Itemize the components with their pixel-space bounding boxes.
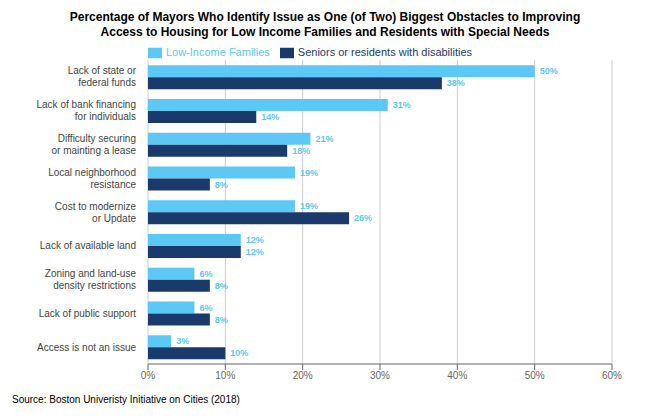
svg-text:10%: 10% xyxy=(230,348,248,358)
svg-text:60%: 60% xyxy=(602,370,622,381)
svg-text:Lack of public support: Lack of public support xyxy=(39,308,137,319)
svg-text:12%: 12% xyxy=(246,247,264,257)
svg-text:Lack of state orfederal funds: Lack of state orfederal funds xyxy=(68,65,137,88)
svg-text:10%: 10% xyxy=(215,370,235,381)
svg-text:30%: 30% xyxy=(370,370,390,381)
html-text:Low-Income Families: Low-Income Families xyxy=(165,46,270,58)
svg-text:50%: 50% xyxy=(540,66,558,76)
svg-text:Difficulty securingor mainting: Difficulty securingor mainting a lease xyxy=(52,133,137,156)
svg-text:Access is not an issue: Access is not an issue xyxy=(37,342,136,353)
svg-text:38%: 38% xyxy=(447,78,465,88)
svg-text:Cost to modernizeor Update: Cost to modernizeor Update xyxy=(55,201,137,224)
svg-text:20%: 20% xyxy=(293,370,313,381)
html-text:Source: Boston Univeristy Init: Source: Boston Univeristy Initiative on … xyxy=(12,394,240,405)
svg-text:8%: 8% xyxy=(215,281,228,291)
svg-text:50%: 50% xyxy=(525,370,545,381)
svg-text:0%: 0% xyxy=(141,370,156,381)
svg-text:19%: 19% xyxy=(300,201,318,211)
svg-text:40%: 40% xyxy=(447,370,467,381)
svg-text:8%: 8% xyxy=(215,315,228,325)
svg-text:Local neighborhoodresistance: Local neighborhoodresistance xyxy=(48,167,136,190)
html-text:Percentage of Mayors Who Ident: Percentage of Mayors Who Identify Issue … xyxy=(69,10,581,24)
html-text:Seniors or residents with disa: Seniors or residents with disabilities xyxy=(297,46,473,58)
svg-text:8%: 8% xyxy=(215,180,228,190)
svg-text:Zoning and land-usedensity res: Zoning and land-usedensity restrictions xyxy=(45,268,137,291)
svg-text:21%: 21% xyxy=(315,134,333,144)
svg-text:14%: 14% xyxy=(261,112,279,122)
svg-text:3%: 3% xyxy=(176,336,189,346)
svg-text:12%: 12% xyxy=(246,235,264,245)
svg-text:6%: 6% xyxy=(199,269,212,279)
html-text:Access to Housing for Low Inco: Access to Housing for Low Income Familie… xyxy=(100,25,550,39)
svg-text:19%: 19% xyxy=(300,168,318,178)
svg-text:18%: 18% xyxy=(292,146,310,156)
svg-text:Lack of available land: Lack of available land xyxy=(40,240,136,251)
svg-text:6%: 6% xyxy=(199,303,212,313)
svg-text:31%: 31% xyxy=(393,100,411,110)
svg-text:Lack of bank financingfor indi: Lack of bank financingfor individuals xyxy=(36,99,136,122)
svg-text:26%: 26% xyxy=(354,213,372,223)
